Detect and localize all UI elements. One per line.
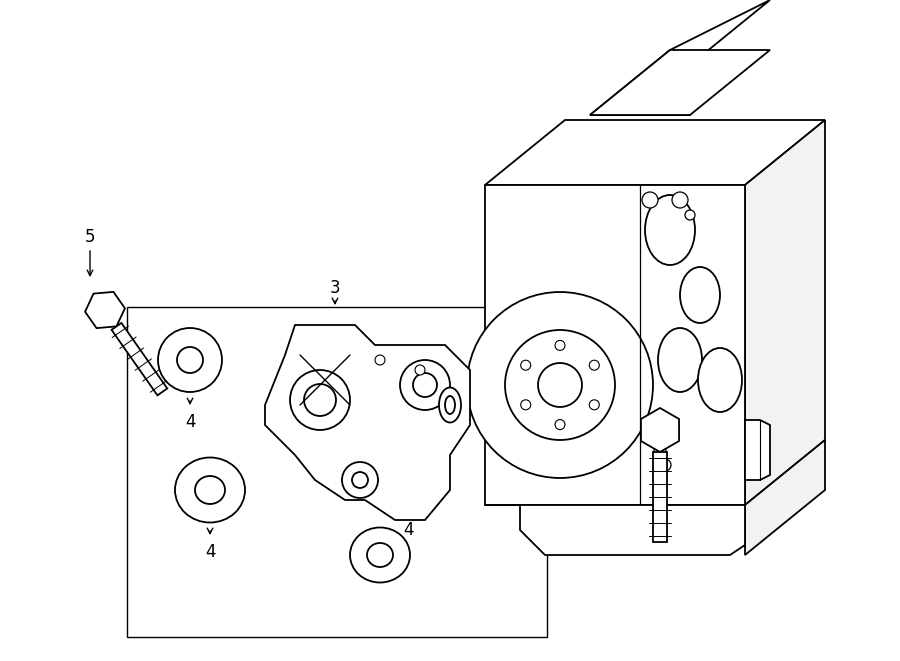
Circle shape [521,400,531,410]
Text: 4: 4 [403,521,413,539]
Polygon shape [485,185,745,505]
Circle shape [177,347,203,373]
Circle shape [642,192,658,208]
Circle shape [505,330,615,440]
Circle shape [654,444,666,456]
Circle shape [659,459,671,471]
Circle shape [158,328,222,392]
Polygon shape [653,452,667,542]
Circle shape [342,462,378,498]
Ellipse shape [698,348,742,412]
Text: 3: 3 [329,279,340,297]
Circle shape [521,360,531,370]
Polygon shape [590,50,770,115]
Text: 1: 1 [477,386,488,404]
Ellipse shape [367,543,393,567]
Ellipse shape [195,476,225,504]
Circle shape [400,360,450,410]
Ellipse shape [445,396,455,414]
Ellipse shape [658,328,702,392]
Circle shape [352,472,368,488]
Circle shape [672,192,688,208]
Circle shape [467,292,653,478]
Circle shape [413,373,437,397]
Text: 5: 5 [85,228,95,246]
Circle shape [590,360,599,370]
Text: 4: 4 [205,543,215,561]
Polygon shape [641,408,680,452]
Ellipse shape [175,457,245,522]
Polygon shape [265,325,470,520]
Polygon shape [745,440,825,555]
Circle shape [290,370,350,430]
Bar [127,307,547,637]
Circle shape [685,210,695,220]
Polygon shape [485,120,825,185]
Ellipse shape [350,527,410,582]
Polygon shape [86,292,125,328]
Circle shape [415,365,425,375]
Polygon shape [485,505,745,555]
Polygon shape [745,120,825,505]
Circle shape [590,400,599,410]
Circle shape [304,384,336,416]
Text: 4: 4 [184,413,195,431]
Circle shape [538,363,582,407]
Polygon shape [590,0,770,115]
Ellipse shape [680,267,720,323]
Ellipse shape [645,195,695,265]
Ellipse shape [439,387,461,422]
Circle shape [375,355,385,365]
Circle shape [555,340,565,350]
Circle shape [555,420,565,430]
Text: 2: 2 [624,389,634,407]
Polygon shape [745,420,770,480]
Polygon shape [112,323,167,395]
